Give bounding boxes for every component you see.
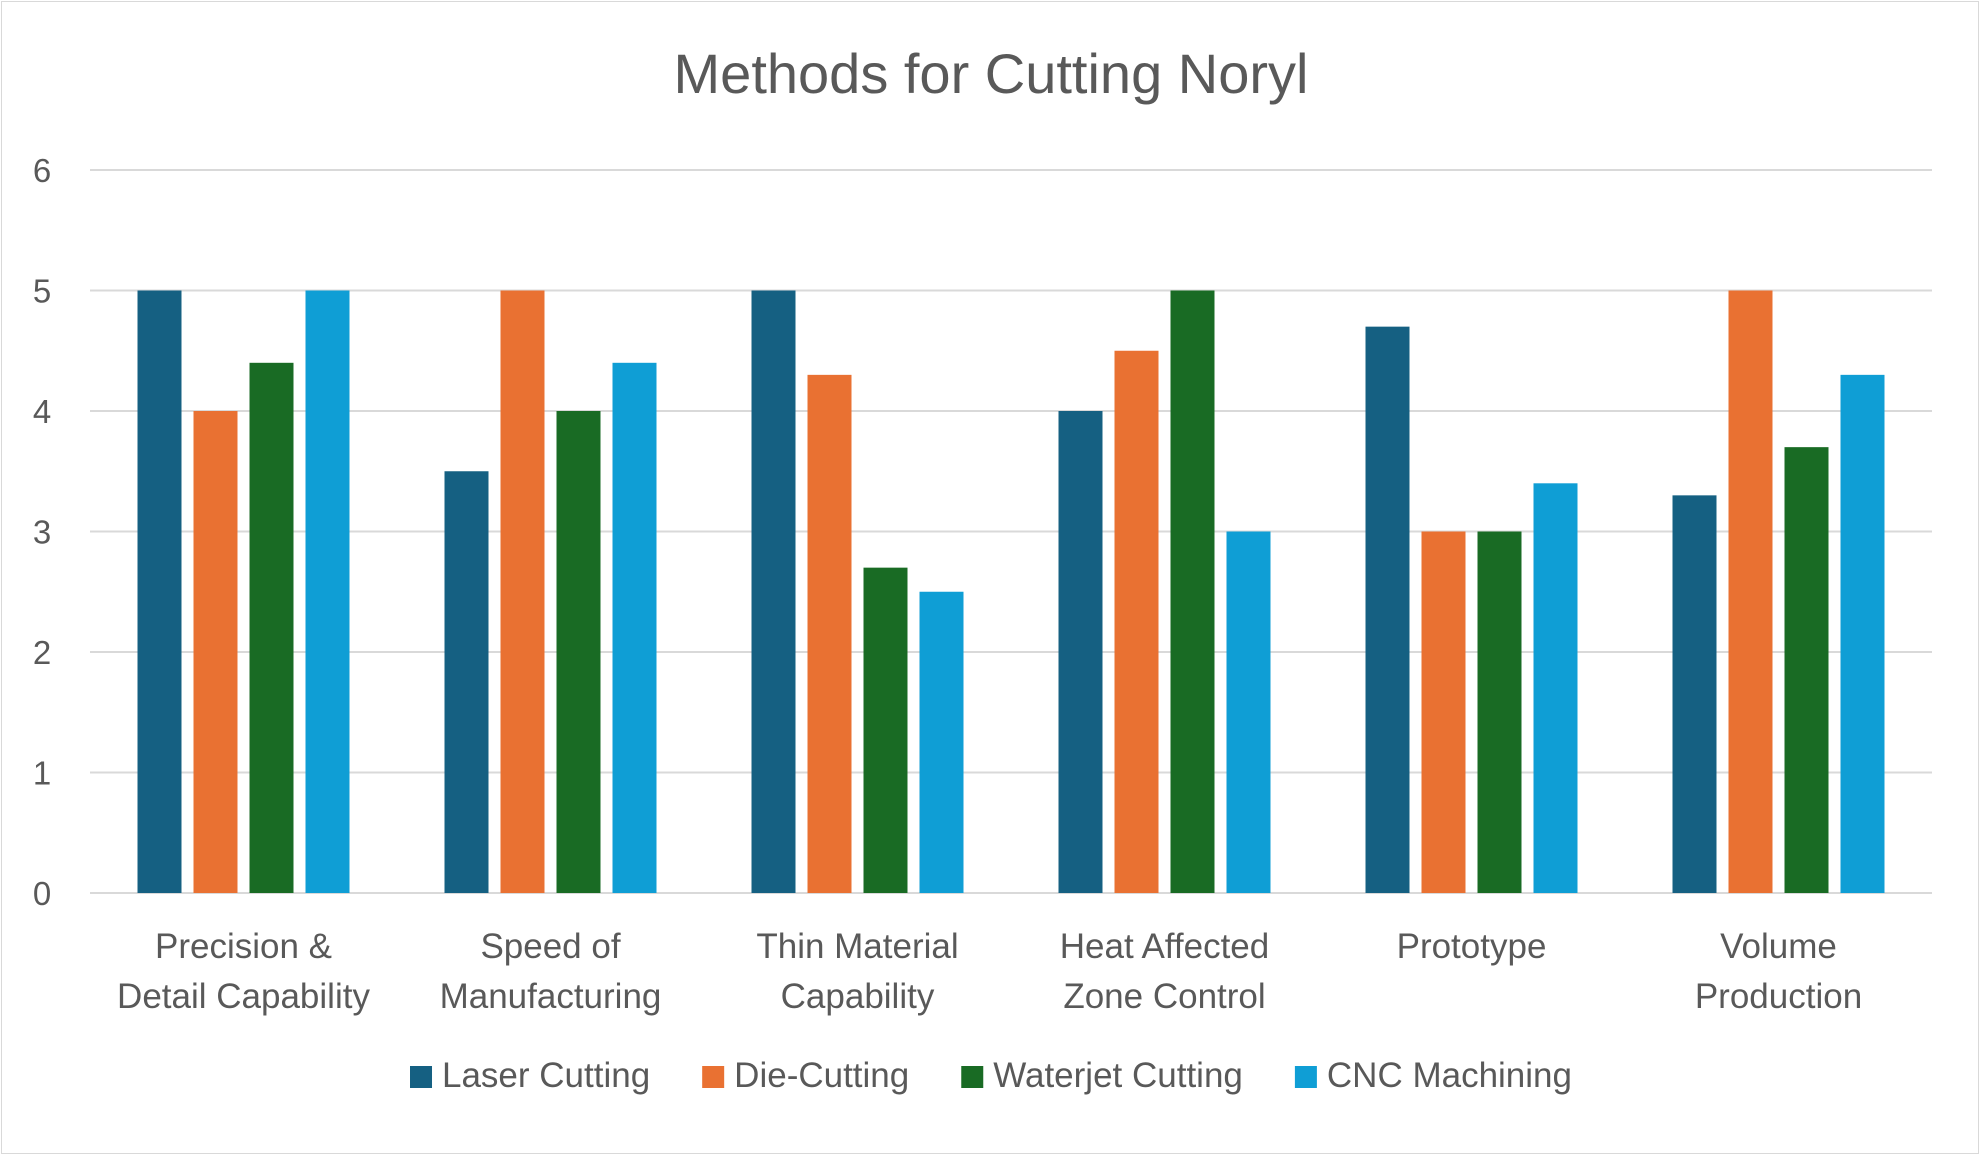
- x-tick-label: Precision &: [155, 927, 332, 966]
- bar-waterjet-cutting: [1477, 531, 1522, 893]
- bar-die-cutting: [193, 411, 238, 893]
- bar-cnc-machining: [1533, 483, 1578, 893]
- legend-label: Waterjet Cutting: [993, 1056, 1243, 1095]
- bar-die-cutting: [807, 374, 852, 894]
- bar-die-cutting: [1114, 350, 1159, 893]
- x-tick-label: Production: [1695, 977, 1862, 1016]
- legend: Laser Cutting Die-Cutting Waterjet Cutting…: [410, 1056, 1572, 1095]
- bar-die-cutting: [500, 290, 545, 893]
- x-tick-label: Prototype: [1397, 927, 1547, 966]
- y-tick-label: 2: [33, 634, 51, 671]
- x-axis-ticks: Precision & Detail Capability Speed of Manu…: [117, 927, 1862, 1016]
- bar-cnc-machining: [305, 290, 350, 893]
- bar-waterjet-cutting: [249, 362, 294, 893]
- bar-cnc-machining: [1226, 531, 1271, 893]
- bar-laser-cutting: [1365, 326, 1410, 893]
- x-tick-label: Volume: [1720, 927, 1837, 966]
- gridlines: [90, 169, 1932, 894]
- legend-label: Die-Cutting: [734, 1056, 909, 1095]
- bar-waterjet-cutting: [1170, 290, 1215, 893]
- y-tick-label: 0: [33, 875, 51, 912]
- bar-laser-cutting: [1058, 411, 1103, 893]
- bar-laser-cutting: [137, 290, 182, 893]
- bar-waterjet-cutting: [1784, 447, 1829, 893]
- y-tick-label: 6: [33, 152, 51, 189]
- bar-laser-cutting: [751, 290, 796, 893]
- legend-swatch: [702, 1066, 725, 1088]
- legend-label: CNC Machining: [1327, 1056, 1572, 1095]
- bar-die-cutting: [1421, 531, 1466, 893]
- x-tick-label: Capability: [781, 977, 935, 1016]
- bar-cnc-machining: [1840, 374, 1885, 894]
- bar-cnc-machining: [919, 591, 964, 893]
- legend-swatch: [1294, 1066, 1317, 1088]
- bars: [137, 290, 1885, 894]
- y-axis-ticks: 0 1 2 3 4 5 6: [33, 152, 51, 912]
- bar-waterjet-cutting: [863, 567, 908, 893]
- x-tick-label: Thin Material: [756, 927, 958, 966]
- legend-swatch: [961, 1066, 984, 1088]
- bar-waterjet-cutting: [556, 411, 601, 893]
- y-tick-label: 3: [33, 514, 51, 551]
- bar-cnc-machining: [612, 362, 657, 893]
- bar-laser-cutting: [1672, 495, 1717, 893]
- x-tick-label: Heat Affected: [1060, 927, 1270, 966]
- x-tick-label: Detail Capability: [117, 977, 370, 1016]
- bar-die-cutting: [1728, 290, 1773, 893]
- y-tick-label: 5: [33, 273, 51, 310]
- chart-title: Methods for Cutting Noryl: [674, 42, 1309, 105]
- y-tick-label: 1: [33, 755, 51, 792]
- x-tick-label: Manufacturing: [440, 977, 662, 1016]
- bar-laser-cutting: [444, 471, 489, 893]
- legend-swatch: [410, 1066, 433, 1088]
- legend-label: Laser Cutting: [442, 1056, 650, 1095]
- y-tick-label: 4: [33, 393, 51, 430]
- x-tick-label: Zone Control: [1063, 977, 1265, 1016]
- x-tick-label: Speed of: [480, 927, 620, 966]
